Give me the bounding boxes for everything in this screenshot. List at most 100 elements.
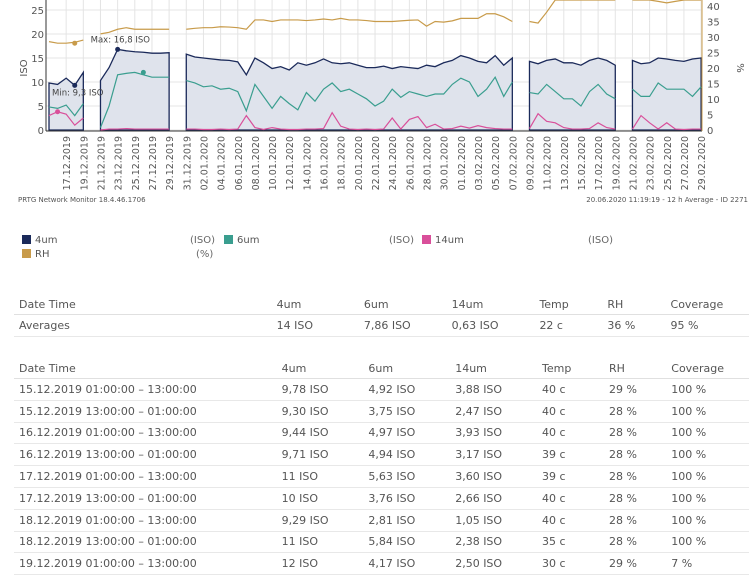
y2-tick-label: 10 bbox=[707, 95, 720, 106]
table-cell: 3,88 ISO bbox=[450, 378, 537, 401]
y2-tick-label: 0 bbox=[707, 126, 713, 137]
table-row: 16.12.2019 01:00:00 – 13:00:00 9,44 ISO 4,… bbox=[14, 422, 749, 445]
legend-unit: (ISO) bbox=[588, 235, 613, 246]
column-header[interactable]: Coverage bbox=[665, 294, 749, 315]
table-cell: 4,97 ISO bbox=[363, 422, 451, 445]
legend-swatch bbox=[422, 235, 431, 244]
x-tick-label: 20.01.2020 bbox=[354, 136, 365, 190]
series-line-14um bbox=[186, 111, 513, 131]
area-4um bbox=[631, 57, 702, 131]
table-cell: 17.12.2019 01:00:00 – 13:00:00 bbox=[14, 465, 277, 488]
series-line-RH bbox=[186, 13, 513, 30]
x-tick-label: 26.01.2020 bbox=[405, 136, 416, 190]
footer-version: PRTG Network Monitor 18.4.46.1706 bbox=[18, 196, 146, 204]
table-cell: 7 % bbox=[666, 552, 749, 575]
column-header[interactable]: Temp bbox=[536, 358, 604, 379]
table-row: 18.12.2019 01:00:00 – 13:00:00 9,29 ISO 2,… bbox=[14, 509, 749, 532]
column-header[interactable]: 6um bbox=[363, 358, 451, 379]
x-tick-label: 19.02.2020 bbox=[611, 136, 622, 190]
table-cell: 100 % bbox=[666, 487, 749, 510]
table-cell: 7,86 ISO bbox=[358, 314, 447, 337]
y2-tick-label: 30 bbox=[707, 33, 720, 44]
table-row: 18.12.2019 13:00:00 – 01:00:00 11 ISO 5,84… bbox=[14, 531, 749, 554]
x-tick-label: 12.01.2020 bbox=[285, 136, 296, 190]
table-cell: 17.12.2019 13:00:00 – 01:00:00 bbox=[14, 487, 277, 510]
y-tick-label: 20 bbox=[31, 30, 44, 41]
y-tick-label: 10 bbox=[31, 78, 44, 89]
x-tick-label: 22.01.2020 bbox=[371, 136, 382, 190]
table-cell: 100 % bbox=[666, 509, 749, 532]
series-line-6um bbox=[529, 83, 616, 107]
table-cell: 100 % bbox=[666, 400, 749, 423]
y2-tick-label: 25 bbox=[707, 49, 720, 60]
table-cell: 2,66 ISO bbox=[450, 487, 537, 510]
data-table: Date Time 4um 6um 14um Temp RH Coverage 15.12.2… bbox=[14, 358, 749, 575]
column-header[interactable]: RH bbox=[603, 358, 667, 379]
table-row: 15.12.2019 13:00:00 – 01:00:00 9,30 ISO 3,… bbox=[14, 400, 749, 423]
table-row: Averages 14 ISO 7,86 ISO 0,63 ISO 22 c 36 % 95… bbox=[14, 314, 749, 337]
table-cell: 0,63 ISO bbox=[446, 314, 535, 337]
x-tick-label: 27.12.2019 bbox=[148, 136, 159, 190]
table-cell: 11 ISO bbox=[276, 465, 364, 488]
y2-tick-label: 15 bbox=[707, 80, 720, 91]
series-marker-6um bbox=[140, 69, 146, 75]
table-cell: 4,17 ISO bbox=[363, 552, 451, 575]
area-4um bbox=[48, 70, 84, 131]
x-tick-label: 14.01.2020 bbox=[302, 136, 313, 190]
table-cell: 3,17 ISO bbox=[450, 443, 537, 467]
legend-rh[interactable]: RH bbox=[22, 249, 49, 260]
column-header[interactable]: 4um bbox=[276, 358, 364, 379]
column-header[interactable]: Date Time bbox=[14, 358, 277, 379]
area-4um bbox=[528, 57, 616, 131]
column-header[interactable]: 14um bbox=[446, 294, 535, 315]
column-header[interactable]: RH bbox=[602, 294, 666, 315]
legend-4um[interactable]: 4um bbox=[22, 235, 57, 246]
x-tick-label: 23.02.2020 bbox=[646, 136, 657, 190]
table-cell: 12 ISO bbox=[276, 552, 364, 575]
series-line-6um bbox=[48, 103, 84, 117]
series-line-6um bbox=[99, 71, 170, 128]
legend-6um[interactable]: 6um bbox=[224, 235, 259, 246]
header-row: Date Time 4um 6um 14um Temp RH Coverage bbox=[14, 358, 749, 379]
table-cell: 28 % bbox=[603, 531, 667, 554]
y-axis-label: ISO bbox=[19, 59, 30, 76]
y-tick-label: 0 bbox=[38, 126, 44, 137]
column-header[interactable]: 14um bbox=[450, 358, 537, 379]
x-tick-label: 13.02.2020 bbox=[560, 136, 571, 190]
table-cell: 29 % bbox=[603, 552, 667, 575]
legend-unit: (%) bbox=[196, 249, 214, 260]
max-marker bbox=[115, 46, 121, 52]
legend-label: 6um bbox=[237, 235, 260, 246]
table-cell: Averages bbox=[14, 314, 272, 337]
table-cell: 3,93 ISO bbox=[450, 422, 537, 445]
x-tick-label: 07.02.2020 bbox=[508, 136, 519, 190]
y2-tick-label: 5 bbox=[707, 111, 713, 122]
x-tick-label: 16.01.2020 bbox=[320, 136, 331, 190]
table-cell: 9,29 ISO bbox=[276, 509, 364, 532]
series-line-14um bbox=[48, 111, 84, 127]
table-cell: 3,75 ISO bbox=[363, 400, 451, 423]
table-cell: 39 c bbox=[536, 443, 604, 467]
x-tick-label: 09.02.2020 bbox=[525, 136, 536, 190]
table-cell: 4,94 ISO bbox=[363, 443, 451, 467]
legend-14um[interactable]: 14um bbox=[422, 235, 464, 246]
x-tick-label: 05.02.2020 bbox=[491, 136, 502, 190]
column-header[interactable]: 4um bbox=[271, 294, 359, 315]
x-tick-label: 17.12.2019 bbox=[62, 136, 73, 190]
table-cell: 95 % bbox=[665, 314, 749, 337]
table-cell: 16.12.2019 13:00:00 – 01:00:00 bbox=[14, 443, 277, 467]
table-cell: 4,92 ISO bbox=[363, 378, 451, 401]
x-tick-label: 31.12.2019 bbox=[182, 136, 193, 190]
x-tick-label: 11.02.2020 bbox=[543, 136, 554, 190]
column-header[interactable]: Temp bbox=[534, 294, 603, 315]
footer-info: 20.06.2020 11:19:19 - 12 h Average - ID … bbox=[586, 196, 748, 204]
table-cell: 30 c bbox=[536, 552, 604, 575]
x-tick-label: 23.12.2019 bbox=[114, 136, 125, 190]
column-header[interactable]: Coverage bbox=[666, 358, 749, 379]
x-tick-label: 21.12.2019 bbox=[96, 136, 107, 190]
table-cell: 9,71 ISO bbox=[276, 443, 364, 467]
x-tick-label: 21.02.2020 bbox=[628, 136, 639, 190]
x-tick-label: 19.12.2019 bbox=[79, 136, 90, 190]
column-header[interactable]: 6um bbox=[358, 294, 447, 315]
column-header[interactable]: Date Time bbox=[14, 294, 272, 315]
